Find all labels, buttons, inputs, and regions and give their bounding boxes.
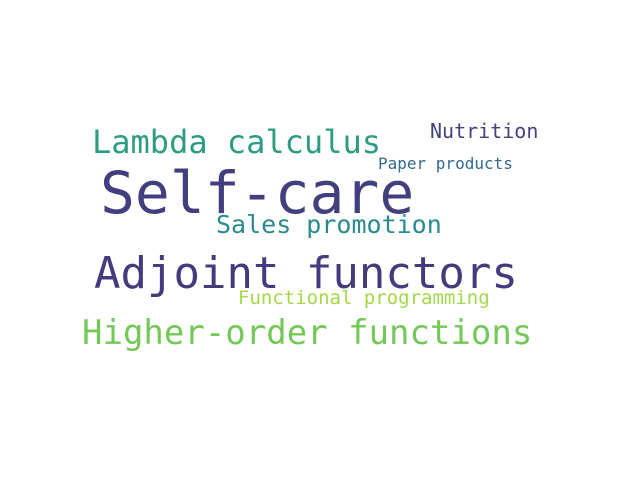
word-nutrition: Nutrition <box>430 119 539 143</box>
word-functional-programming: Functional programming <box>238 287 490 309</box>
word-sales-promotion: Sales promotion <box>216 210 442 239</box>
word-adjoint-functors: Adjoint functors <box>94 248 518 299</box>
word-self-care: Self-care <box>100 159 415 227</box>
word-higher-order-functions: Higher-order functions <box>82 313 533 353</box>
word-paper-products: Paper products <box>378 154 513 173</box>
word-lambda-calculus: Lambda calculus <box>92 123 381 161</box>
